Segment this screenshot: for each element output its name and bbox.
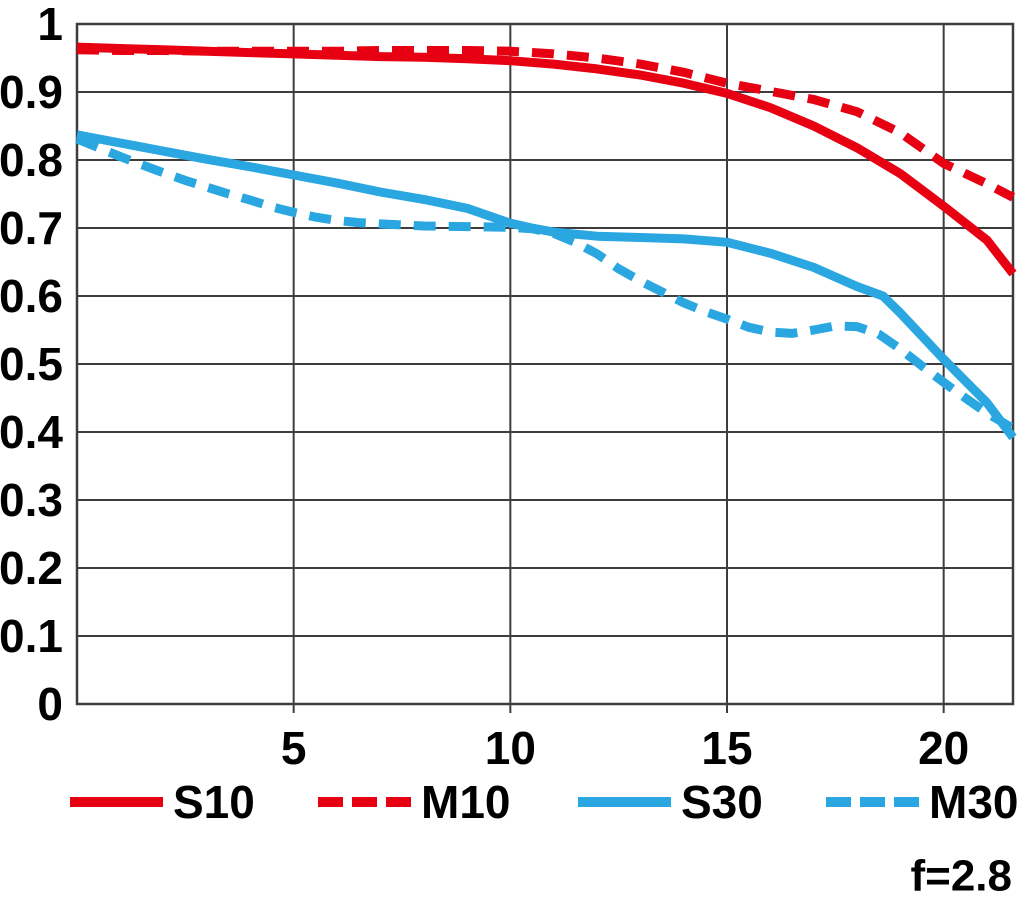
series-S10 (76, 42, 1017, 277)
legend-item-M10: M10 (318, 776, 510, 828)
x-tick-label: 20 (918, 722, 969, 774)
legend-item-S10: S10 (70, 776, 255, 828)
aperture-label: f=2.8 (910, 852, 1012, 901)
y-tick-label: 0.6 (0, 270, 63, 322)
axis-labels: 1 0.9 0.8 0.7 0.6 0.5 0.4 0.3 0.2 0.1 0 5 10 15 20 (0, 0, 969, 774)
y-tick-label: 0.9 (0, 66, 63, 118)
legend: S10 M10 S30 M30 (70, 776, 1018, 828)
legend-label-M30: M30 (929, 776, 1018, 828)
legend-item-M30: M30 (826, 776, 1018, 828)
y-tick-label: 0 (37, 678, 63, 730)
legend-label-S30: S30 (681, 776, 763, 828)
y-tick-label: 0.1 (0, 610, 63, 662)
y-tick-label: 0.2 (0, 542, 63, 594)
legend-label-S10: S10 (173, 776, 255, 828)
x-tick-label: 5 (281, 722, 307, 774)
legend-label-M10: M10 (421, 776, 510, 828)
plot-frame (75, 22, 1015, 706)
series-M30 (75, 134, 1016, 433)
x-tick-label: 10 (485, 722, 536, 774)
y-tick-label: 0.5 (0, 338, 63, 390)
legend-item-S30: S30 (578, 776, 763, 828)
y-tick-label: 0.3 (0, 474, 63, 526)
y-tick-label: 0.4 (0, 406, 63, 458)
x-tick-label: 15 (701, 722, 752, 774)
y-tick-label: 0.7 (0, 202, 63, 254)
y-tick-label: 1 (37, 0, 63, 50)
series-S30 (76, 130, 1017, 441)
series-M10 (76, 45, 1016, 202)
y-tick-label: 0.8 (0, 134, 63, 186)
grid (75, 22, 1015, 713)
